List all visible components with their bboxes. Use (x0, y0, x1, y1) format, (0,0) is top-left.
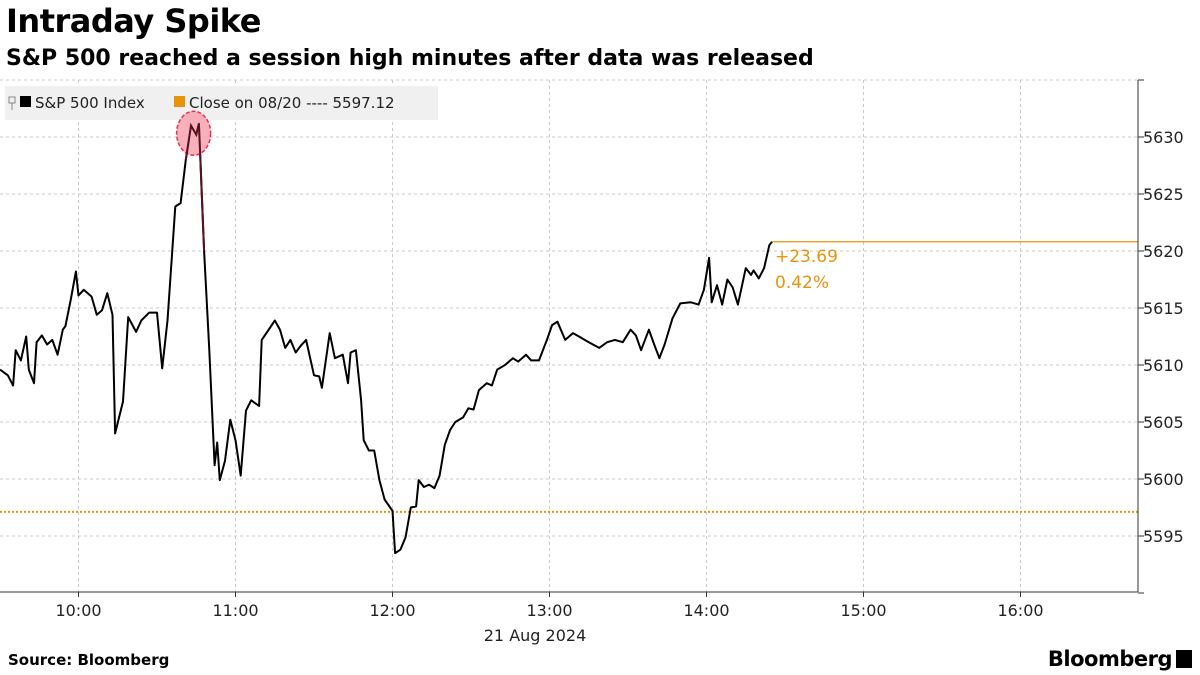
legend: S&P 500 Index Close on 08/20 ---- 5597.1… (8, 94, 395, 112)
session-high-highlight (175, 110, 212, 157)
annotation-change: +23.69 (775, 247, 838, 267)
legend-background (5, 86, 438, 120)
chart-subtitle: S&P 500 reached a session high minutes a… (6, 46, 814, 71)
series-group (0, 110, 1138, 555)
gridlines (0, 79, 1138, 592)
bloomberg-mark-icon (1176, 650, 1192, 668)
legend-swatch-close (174, 96, 185, 107)
source-note: Source: Bloomberg (8, 651, 170, 669)
x-tick-label: 13:00 (526, 601, 572, 620)
x-tick-label: 12:00 (369, 601, 415, 620)
x-tick-label: 16:00 (997, 601, 1043, 620)
y-tick-label: 5630 (1143, 128, 1184, 147)
axes: 5595 5600 5605 5610 5615 5620 5625 5630 10:00 11:… (0, 79, 1184, 620)
y-tick-label: 5615 (1143, 299, 1184, 318)
x-axis-label: 21 Aug 2024 (484, 626, 587, 645)
y-tick-label: 5620 (1143, 242, 1184, 261)
chart-title: Intraday Spike (6, 2, 261, 40)
x-tick-label: 11:00 (212, 601, 258, 620)
x-tick-label: 15:00 (840, 601, 886, 620)
y-tick-label: 5595 (1143, 527, 1184, 546)
bloomberg-logo: Bloomberg (1048, 647, 1192, 671)
y-tick-label: 5625 (1143, 185, 1184, 204)
y-tick-label: 5610 (1143, 356, 1184, 375)
brand-name: Bloomberg (1047, 647, 1173, 671)
y-tick-label: 5605 (1143, 413, 1184, 432)
legend-swatch-sp500 (20, 96, 31, 107)
y-tick-label: 5600 (1143, 470, 1184, 489)
sp500-line (0, 122, 773, 555)
legend-toggle-icon[interactable] (8, 96, 16, 110)
session-high-line-segment (184, 122, 206, 252)
x-tick-label: 10:00 (55, 601, 101, 620)
legend-label-sp500: S&P 500 Index (35, 94, 145, 112)
annotation-percent: 0.42% (775, 273, 829, 293)
legend-label-close: Close on 08/20 ---- 5597.12 (189, 94, 395, 112)
x-tick-label: 14:00 (683, 601, 729, 620)
